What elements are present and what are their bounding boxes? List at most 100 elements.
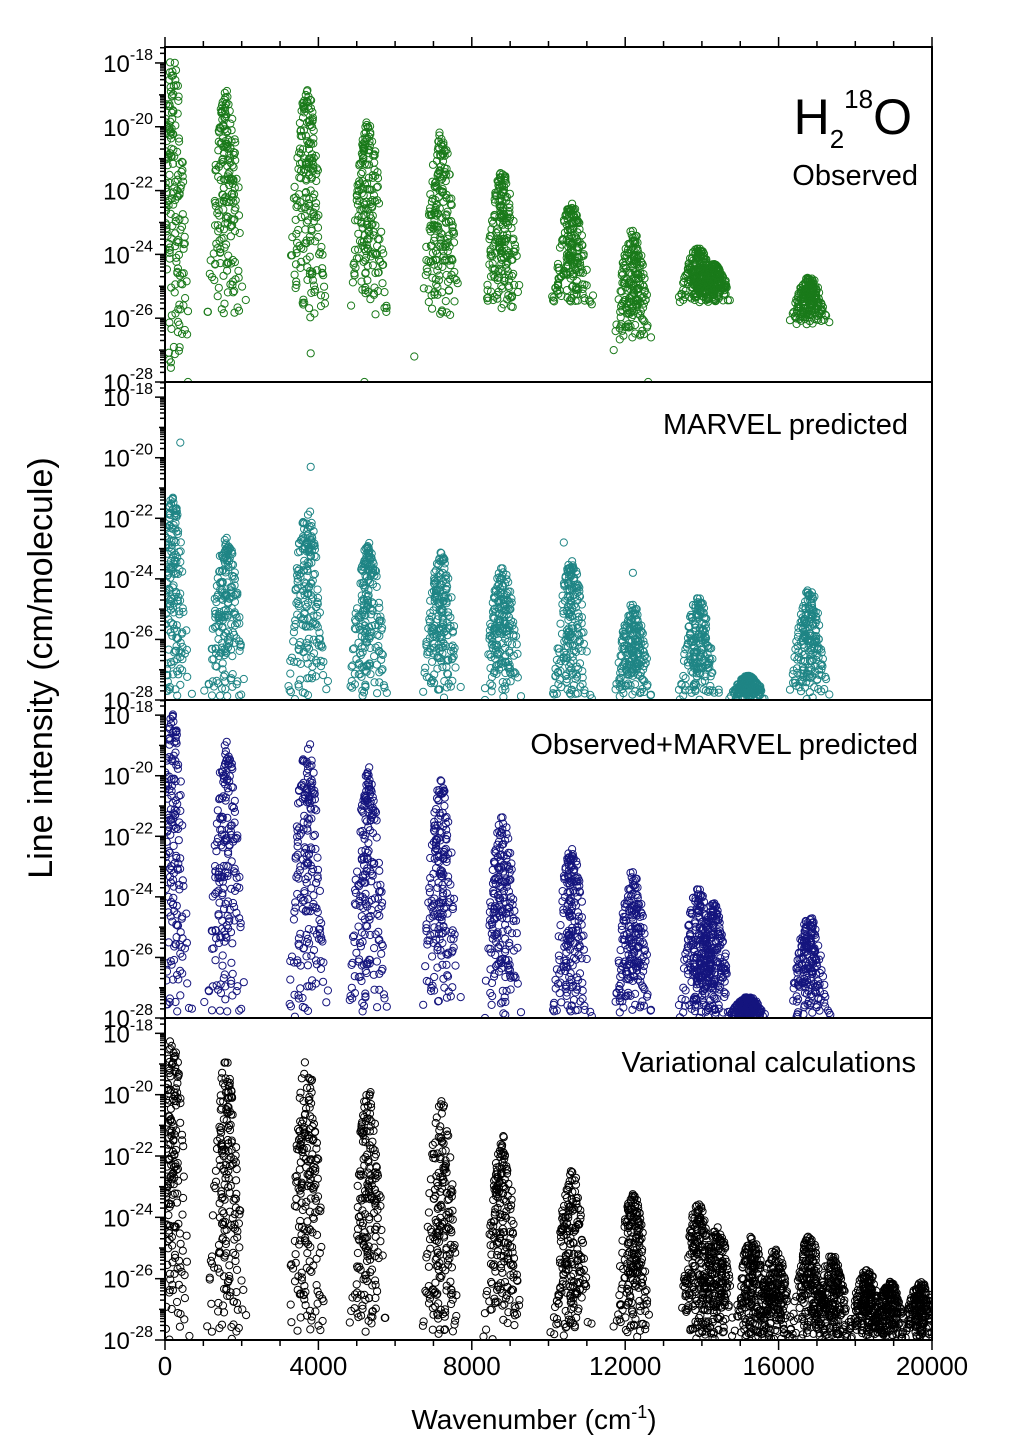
data-point [555,243,565,252]
data-point [442,308,451,317]
data-point [220,592,229,601]
data-point [214,137,223,146]
data-point [438,615,447,625]
data-point [805,277,814,286]
data-point [166,363,175,372]
data-point [298,298,307,307]
data-point [214,283,223,292]
data-point [636,298,645,307]
data-point [636,687,645,697]
data-point [421,663,430,673]
data-point [230,597,239,607]
data-point [498,220,508,229]
data-point [223,266,232,275]
data-point [793,655,802,664]
data-point [615,692,624,700]
data-point [231,156,240,165]
data-point [430,233,439,242]
data-point [553,644,562,653]
data-point [425,673,434,682]
data-point [358,140,367,149]
data-point [307,522,316,531]
data-point [180,239,189,248]
data-point [628,333,637,342]
data-point [456,682,465,692]
data-point [172,527,181,536]
data-point [428,304,437,313]
data-point [499,692,508,700]
data-point [638,314,647,323]
data-point [627,270,636,279]
data-point [183,672,192,682]
data-point [360,643,369,652]
data-point [207,273,217,282]
data-point [554,281,563,290]
data-point [625,657,634,666]
data-point [308,576,317,585]
data-point [297,204,306,213]
data-point [489,630,498,639]
data-point [228,652,237,661]
data-point [166,58,175,67]
data-point [350,245,360,254]
data-point [492,225,501,234]
data-point [705,686,714,695]
data-point [235,613,244,622]
data-point [230,206,239,215]
data-point [238,282,247,291]
data-point [228,670,237,679]
data-point [233,303,242,312]
data-point [294,641,303,650]
data-point [675,297,685,307]
data-point [296,159,305,168]
data-point [800,657,810,666]
data-point [706,655,715,664]
data-point [810,683,819,692]
scatter-series [165,710,835,1018]
data-point [692,611,701,620]
data-point [805,275,814,284]
data-point [175,300,184,309]
data-point [311,151,320,160]
data-point [566,596,575,605]
data-point [296,572,305,582]
data-point [499,185,508,194]
data-point [175,137,184,146]
data-point [316,291,326,300]
data-point [795,303,804,312]
data-point [214,206,223,215]
data-point [309,617,318,626]
data-point [359,191,368,200]
data-point [218,98,227,107]
data-point [572,662,582,671]
data-point [440,240,449,249]
data-point [348,645,358,654]
data-point [178,628,187,637]
data-point [683,264,693,273]
data-point [421,270,430,280]
data-point [506,677,515,686]
data-point [805,656,815,665]
data-point [299,647,308,656]
data-point [690,647,699,656]
data-point [363,598,372,607]
data-point [433,145,442,154]
data-point [313,593,323,603]
data-point [737,678,747,687]
data-point [796,283,805,292]
data-point [443,247,452,256]
y-tick-label: 10-28 [103,366,153,397]
y-tick-exponent: -22 [130,502,153,519]
data-point [166,358,175,367]
data-point [574,581,583,591]
data-point [513,287,523,297]
data-point [804,307,813,317]
data-point [503,230,512,239]
data-point [567,600,576,609]
data-point [701,620,711,629]
data-point [302,621,311,631]
data-point [694,283,703,292]
data-point [553,263,562,272]
data-point [173,569,183,579]
data-point [208,644,217,654]
